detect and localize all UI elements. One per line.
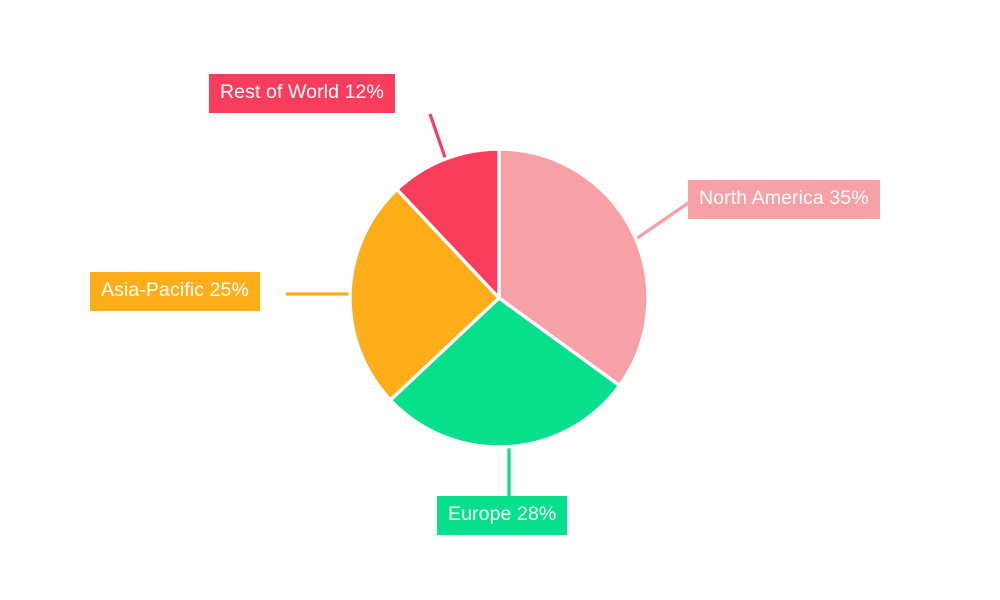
pie-slice-asia-pacific: [348, 187, 501, 402]
pie-label-europe: Europe 28%: [437, 496, 568, 535]
pie-label-asia-pacific: Asia-Pacific 25%: [90, 272, 260, 311]
pie-slice-north-america: [497, 147, 650, 388]
pie-slices: [348, 147, 650, 449]
pie-label-north-america: North America 35%: [688, 180, 880, 219]
pie-slice-europe: [388, 296, 622, 449]
pie-label-rest-of-world: Rest of World 12%: [209, 74, 395, 113]
leader-line-north-america: [632, 197, 695, 243]
pie-slice-rest-of-world: [395, 147, 501, 300]
